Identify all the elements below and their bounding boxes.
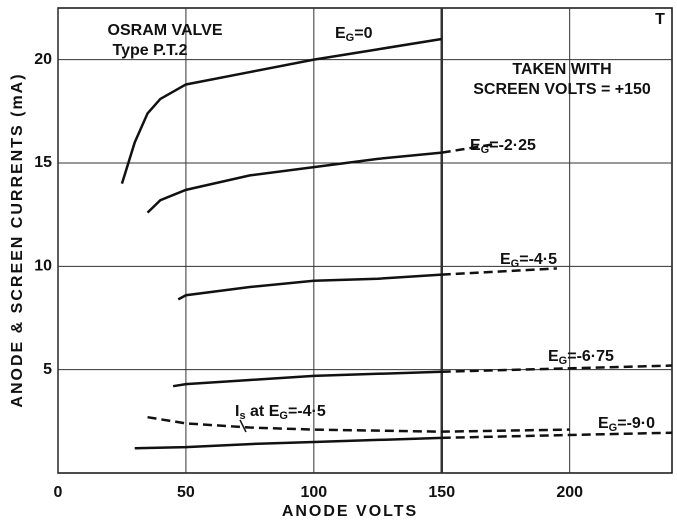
pointer xyxy=(239,419,247,433)
x-tick-label: 150 xyxy=(428,484,455,501)
x-tick-label: 100 xyxy=(300,484,327,501)
curve xyxy=(147,415,570,433)
subscript: G xyxy=(559,355,568,367)
curve xyxy=(172,370,442,388)
curve xyxy=(441,267,557,276)
label-text: =-6·75 xyxy=(567,348,614,365)
curve-label: Is at EG=-4·5 xyxy=(235,403,326,422)
label-text: =-4·5 xyxy=(288,403,326,420)
subscript: s xyxy=(239,410,245,422)
label-text: E xyxy=(598,415,609,432)
y-tick-label: 15 xyxy=(34,154,52,171)
subscript: G xyxy=(279,410,288,422)
label-text: E xyxy=(335,25,346,42)
label-text: =-2·25 xyxy=(489,137,536,154)
curve xyxy=(177,273,442,301)
y-tick-label: 20 xyxy=(34,51,52,68)
curve-label: EG=0 xyxy=(335,25,373,44)
subscript: G xyxy=(481,144,490,156)
curve-label: EG=-9·0 xyxy=(598,415,655,434)
curve-label: EG=-6·75 xyxy=(548,348,614,367)
subscript: G xyxy=(346,32,355,44)
label-text: E xyxy=(548,348,559,365)
curve xyxy=(120,37,442,185)
curve xyxy=(441,431,673,440)
annotation: T xyxy=(655,11,665,28)
label-text: at E xyxy=(246,403,280,420)
label-text: E xyxy=(500,251,511,268)
subscript: G xyxy=(511,258,520,270)
label-text: =-4·5 xyxy=(519,251,557,268)
label-text: I xyxy=(235,403,239,420)
annotation: TAKEN WITH xyxy=(512,61,611,78)
curve-label: EG=-4·5 xyxy=(500,251,557,270)
annotation: OSRAM VALVE xyxy=(108,22,223,39)
y-axis-label: ANODE & SCREEN CURRENTS (mA) xyxy=(9,72,26,407)
x-tick-label: 200 xyxy=(556,484,583,501)
label-text: =0 xyxy=(354,25,372,42)
annotation: SCREEN VOLTS = +150 xyxy=(473,81,651,98)
y-tick-label: 10 xyxy=(34,258,52,275)
y-tick-label: 5 xyxy=(43,361,52,378)
annotation: Type P.T.2 xyxy=(113,42,188,59)
x-axis-label: ANODE VOLTS xyxy=(282,503,418,520)
curve xyxy=(441,364,673,373)
curve-label: EG=-2·25 xyxy=(470,137,536,156)
curve xyxy=(441,143,494,154)
x-tick-label: 50 xyxy=(177,484,195,501)
x-tick-label: 0 xyxy=(54,484,63,501)
subscript: G xyxy=(609,422,618,434)
curve xyxy=(146,151,442,214)
label-text: E xyxy=(470,137,481,154)
label-text: =-9·0 xyxy=(617,415,655,432)
curve xyxy=(134,436,442,450)
